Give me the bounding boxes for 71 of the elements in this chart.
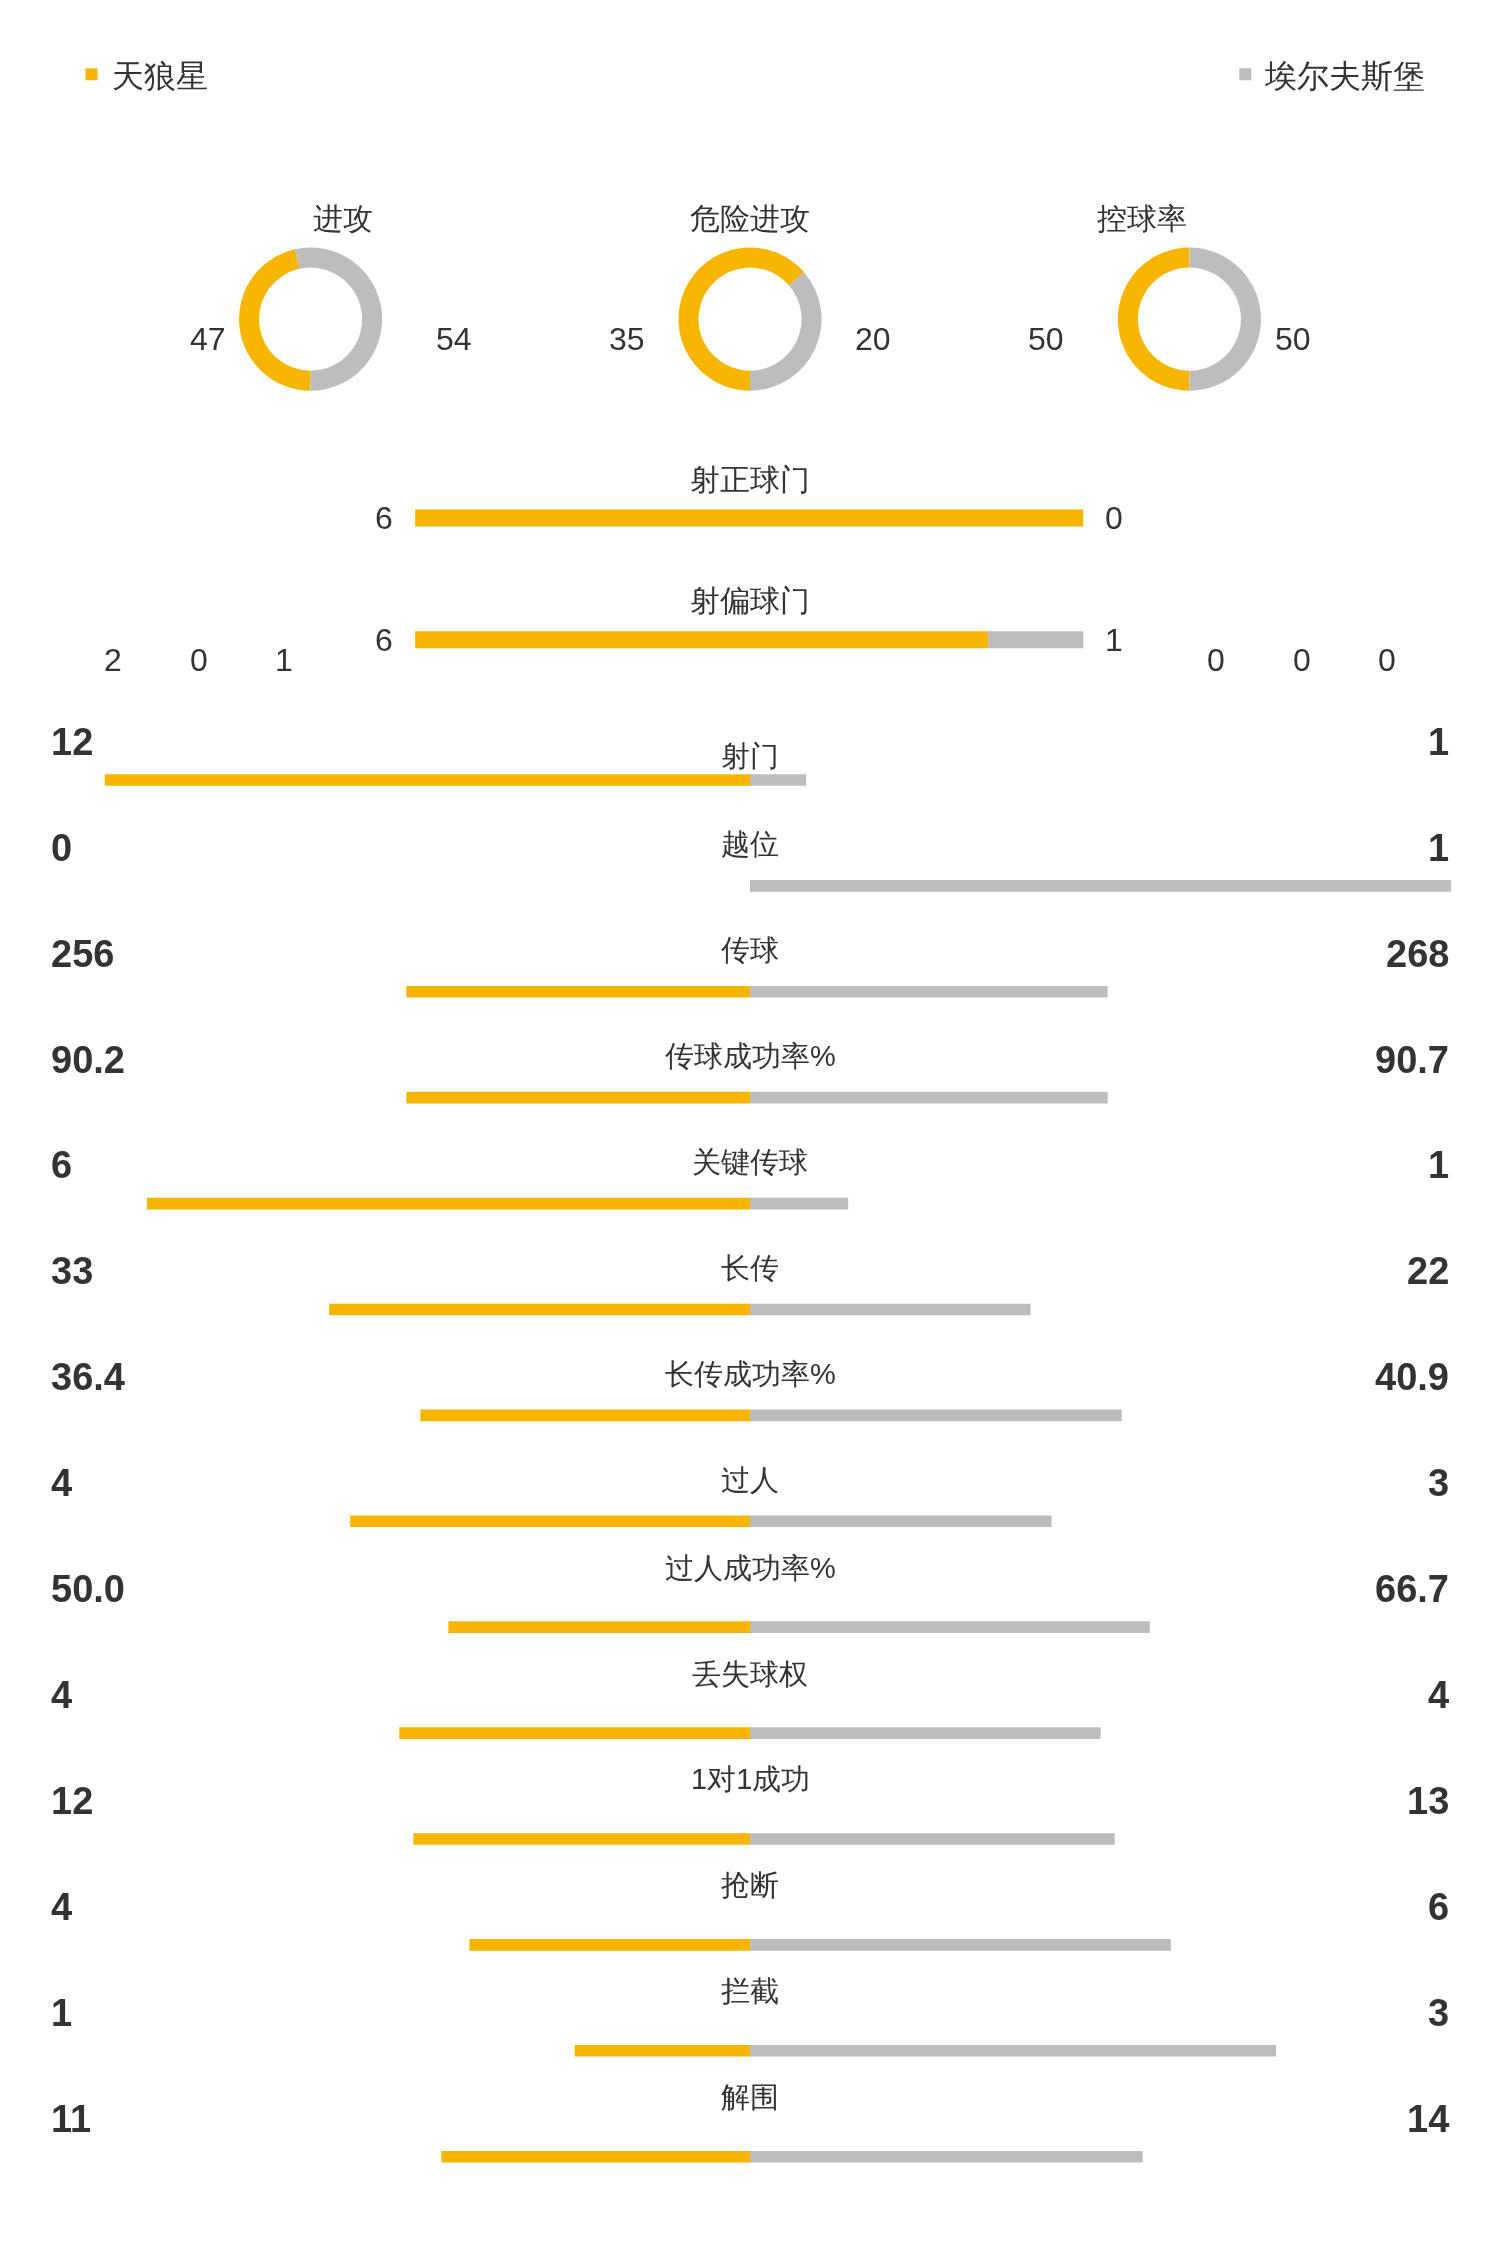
text: 4 [51,1462,73,1504]
donut-slice [1117,247,1190,391]
text: 6 [375,500,393,536]
annotation: 40.9 [1375,1356,1449,1398]
annotation: 66.7 [1375,1568,1449,1610]
annotation: 90.7 [1375,1039,1449,1081]
y-tick-label: 长传 [721,1252,779,1284]
text: 0 [1207,642,1225,678]
y-tick-label: 越位 [721,828,779,860]
data-label: 47 [190,321,226,357]
text: 2 [104,642,122,678]
text: 4 [51,1886,73,1928]
text: 6 [375,622,393,658]
data-label: 50 [1275,321,1311,357]
donut-slice [750,272,822,391]
y-tick-label: 关键传球 [692,1146,808,1178]
y-tick-label: 过人 [721,1464,779,1496]
data-label: 54 [436,321,472,357]
y-tick-label: 传球成功率% [665,1040,836,1072]
legend-label: 埃尔夫斯堡 [1264,57,1426,94]
text: 1 [275,642,293,678]
annotation: 6 [1428,1886,1450,1928]
annotation: 4 [1428,1674,1450,1716]
y-tick-label: 长传成功率% [665,1358,836,1390]
annotation: 50.0 [51,1568,125,1610]
annotation: 90.2 [51,1039,125,1081]
donut-slice [1189,247,1261,391]
chart-title: 危险进攻 [690,202,810,235]
text: 6 [51,1144,73,1186]
text: 11 [51,2098,92,2140]
annotation: 22 [1407,1250,1450,1292]
annotation: 1 [1428,1144,1450,1186]
legend-label: 天狼星 [111,57,208,94]
text: 0 [51,827,73,869]
text: 0 [190,642,208,678]
text: 1 [51,1992,73,2034]
text: 4 [51,1674,73,1716]
y-tick-label: 1对1成功 [691,1763,811,1795]
annotation: 3 [1428,1992,1450,2034]
y-tick-label: 过人成功率% [665,1552,836,1584]
annotation: 14 [1407,2098,1450,2140]
annotation: 36.4 [51,1356,125,1398]
annotation: 1 [1428,827,1450,869]
text: 0 [1293,642,1311,678]
y-tick-label: 丢失球权 [692,1658,808,1690]
annotation: 3 [1428,1462,1450,1504]
donut-slice [295,247,383,391]
y-tick-label: 射偏球门 [690,584,810,617]
data-label: 20 [855,321,891,357]
chart-title: 控球率 [1097,202,1187,235]
chart-title: 进攻 [313,202,373,235]
y-tick-label: 解围 [721,2081,779,2113]
y-tick-label: 射正球门 [690,463,810,496]
donut-slice [239,249,311,391]
annotation: 268 [1386,933,1450,975]
text: 12 [51,721,94,763]
y-tick-label: 抢断 [721,1869,779,1901]
y-tick-label: 射门 [721,740,779,772]
annotation: 256 [51,933,115,975]
text: 12 [51,1780,94,1822]
data-label: 35 [609,321,645,357]
y-tick-label: 传球 [721,934,779,966]
text: 0 [1105,500,1123,536]
text: 0 [1378,642,1396,678]
data-label: 50 [1028,321,1064,357]
annotation: 13 [1407,1780,1450,1822]
donut-slice [678,247,805,391]
annotation: 1 [1428,721,1450,763]
text: 1 [1105,622,1123,658]
text: 33 [51,1250,94,1292]
y-tick-label: 拦截 [721,1975,779,2007]
